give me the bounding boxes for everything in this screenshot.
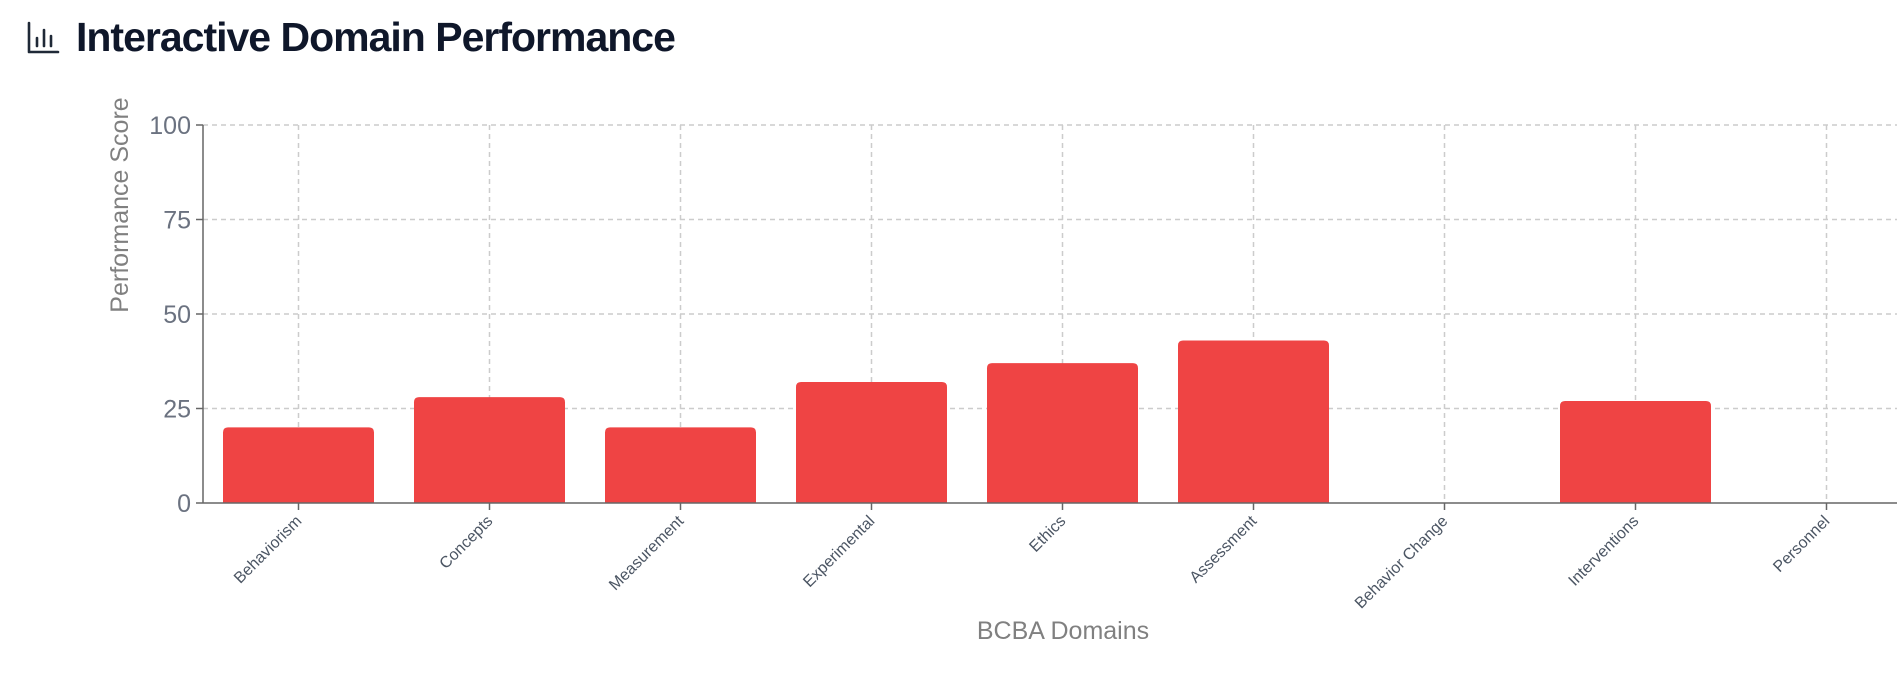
x-tick-label: Personnel [1770, 513, 1833, 576]
y-tick-label: 25 [163, 396, 191, 424]
x-tick-label: Concepts [437, 513, 497, 573]
y-tick-label: 0 [177, 490, 191, 518]
x-tick-label: Experimental [800, 513, 878, 591]
x-tick-label: Assessment [1187, 512, 1261, 586]
x-axis-label: BCBA Domains [977, 617, 1149, 645]
y-axis-label: Performance Score [106, 97, 134, 312]
chart-header: Interactive Domain Performance [26, 14, 676, 61]
y-tick-label: 75 [163, 207, 191, 235]
x-tick-label: Ethics [1026, 513, 1069, 556]
page-title: Interactive Domain Performance [76, 14, 676, 60]
x-tick-label: Behaviorism [231, 513, 305, 587]
bar[interactable] [1178, 340, 1329, 503]
chart-bars [223, 340, 1711, 503]
x-tick-label: Interventions [1566, 513, 1643, 590]
bar[interactable] [223, 427, 374, 503]
bar[interactable] [987, 363, 1138, 503]
bar[interactable] [414, 397, 565, 503]
bar[interactable] [796, 382, 947, 503]
bar[interactable] [605, 427, 756, 503]
bar[interactable] [1560, 400, 1711, 503]
y-axis-ticks: 0 25 50 75 100 [149, 112, 203, 518]
x-tick-label: Measurement [606, 512, 688, 594]
bar-chart-icon [27, 21, 60, 53]
y-tick-label: 50 [163, 301, 191, 329]
x-tick-label: Behavior Change [1352, 513, 1452, 613]
x-axis-ticks: Behaviorism Concepts Measurement Experiment… [231, 503, 1833, 612]
y-tick-label: 100 [149, 112, 191, 140]
